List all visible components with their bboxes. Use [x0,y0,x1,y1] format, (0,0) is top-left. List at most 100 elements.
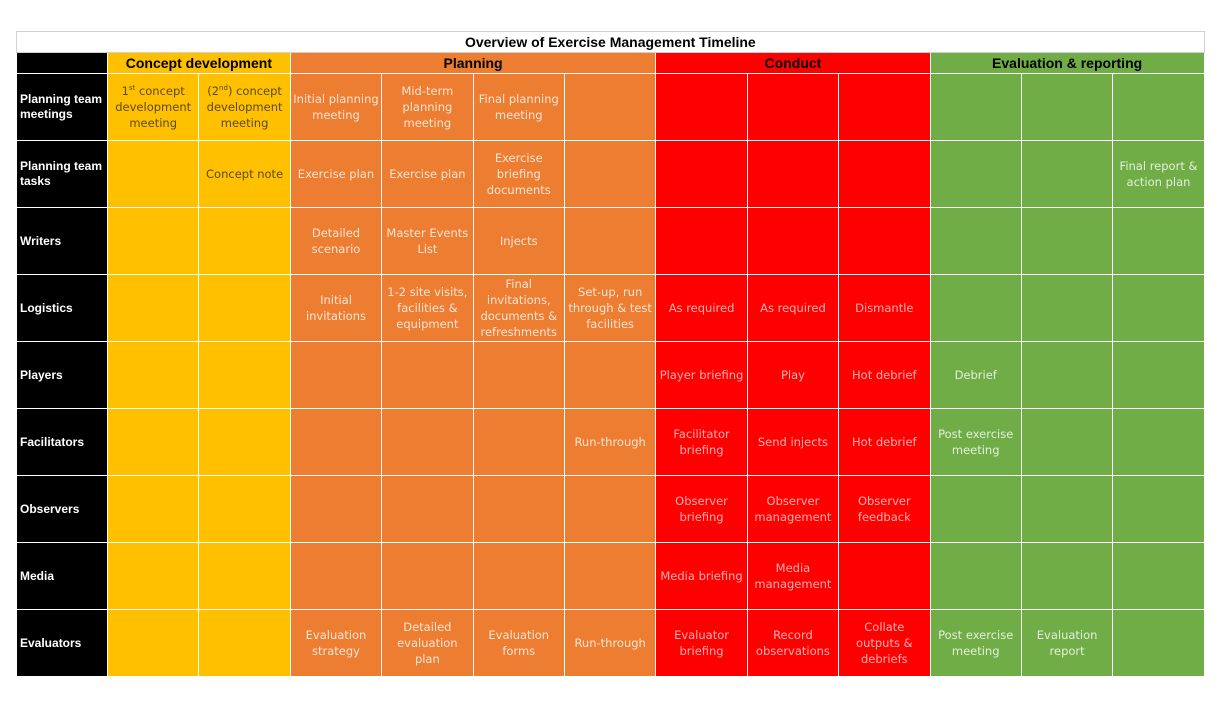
timeline-cell [838,73,931,141]
timeline-cell [563,341,657,409]
timeline-cell [746,207,840,275]
row-label: Media [16,542,108,610]
timeline-cell [106,408,200,476]
row-label: Observers [16,475,108,543]
timeline-cell [381,475,474,543]
timeline-cell: Initial planning meeting [289,73,383,141]
timeline-cell [563,207,657,275]
timeline-cell: Player briefing [655,341,748,409]
timeline-cell [472,341,565,409]
timeline-cell: Final planning meeting [472,73,565,141]
table-row: Planning team meetings 1st concept develo… [16,73,1205,141]
timeline-cell: Exercise plan [289,140,383,208]
timeline-cell: Injects [472,207,565,275]
timeline-cell: Final report & action plan [1112,140,1205,208]
row-label: Players [16,341,108,409]
table-row: Observers Observer briefing Observer manag… [16,475,1205,543]
timeline-cell [929,274,1022,342]
timeline-cell [929,73,1022,141]
timeline-cell: Send injects [746,408,840,476]
timeline-cell [289,542,383,610]
timeline-cell: Debrief [929,341,1022,409]
timeline-cell [1112,207,1205,275]
timeline-cell: Master Events List [381,207,474,275]
timeline-cell: Detailed evaluation plan [381,609,474,677]
timeline-cell: Mid-term planning meeting [381,73,474,141]
table-row: Facilitators Run-through Facilitator brief… [16,408,1205,476]
timeline-cell [106,475,200,543]
timeline-cell: (2nd) concept development meeting [198,73,291,141]
timeline-cell: Evaluation report [1020,609,1114,677]
timeline-cell [929,140,1022,208]
table-row: Logistics Initial invitations 1-2 site vis… [16,274,1205,342]
timeline-cell [1112,408,1205,476]
phase-header-concept: Concept development [107,52,291,74]
timeline-cell [381,341,474,409]
table-row: Media Media briefing Media management [16,542,1205,610]
timeline-cell: Run-through [563,609,657,677]
timeline-cell [106,207,200,275]
row-label: Planning team meetings [16,73,108,141]
table-row: Planning team tasks Concept note Exercise … [16,140,1205,208]
timeline-cell [381,542,474,610]
timeline-cell [198,341,291,409]
row-label: Logistics [16,274,108,342]
timeline-cell [198,609,291,677]
timeline-cell: Final invitations, documents & refreshme… [472,274,565,342]
timeline-table: Overview of Exercise Management Timeline… [16,31,1205,677]
timeline-cell: Observer management [746,475,840,543]
row-label: Planning team tasks [16,140,108,208]
timeline-cell: Post exercise meeting [929,408,1022,476]
timeline-cell: Facilitator briefing [655,408,748,476]
row-label: Writers [16,207,108,275]
timeline-cell: Play [746,341,840,409]
row-label: Facilitators [16,408,108,476]
timeline-cell: Media management [746,542,840,610]
timeline-cell: Concept note [198,140,291,208]
timeline-cell [1112,73,1205,141]
timeline-cell [1112,542,1205,610]
timeline-cell [106,609,200,677]
timeline-cell [1020,207,1114,275]
table-row: Players Player briefing Play Hot debrief Deb… [16,341,1205,409]
timeline-cell [1020,73,1114,141]
timeline-cell [198,207,291,275]
timeline-cell: Set-up, run through & test facilities [563,274,657,342]
phase-header-conduct: Conduct [655,52,931,74]
timeline-cell [838,542,931,610]
phase-corner-cell [16,52,108,74]
timeline-cell: Evaluation forms [472,609,565,677]
timeline-cell [198,542,291,610]
timeline-cell [289,475,383,543]
timeline-cell: Collate outputs & debriefs [838,609,931,677]
timeline-cell: 1st concept development meeting [106,73,200,141]
timeline-cell [929,542,1022,610]
timeline-cell [106,341,200,409]
timeline-cell [106,542,200,610]
timeline-cell [472,408,565,476]
timeline-cell [1112,341,1205,409]
timeline-cell: Observer briefing [655,475,748,543]
timeline-cell [1020,274,1114,342]
timeline-cell [1020,408,1114,476]
timeline-cell: Initial invitations [289,274,383,342]
timeline-cell: Post exercise meeting [929,609,1022,677]
phase-header-eval: Evaluation & reporting [929,52,1205,74]
timeline-cell: As required [655,274,748,342]
timeline-cell: Hot debrief [838,341,931,409]
timeline-cell [1020,341,1114,409]
timeline-cell [655,207,748,275]
timeline-cell [929,475,1022,543]
table-title: Overview of Exercise Management Timeline [16,31,1205,53]
timeline-cell [106,140,200,208]
timeline-cell [563,73,657,141]
timeline-cell [563,475,657,543]
timeline-cell [563,140,657,208]
timeline-cell [289,341,383,409]
timeline-cell [198,274,291,342]
timeline-cell: As required [746,274,840,342]
timeline-cell: Hot debrief [838,408,931,476]
timeline-cell [472,542,565,610]
timeline-cell [106,274,200,342]
timeline-cell: Observer feedback [838,475,931,543]
